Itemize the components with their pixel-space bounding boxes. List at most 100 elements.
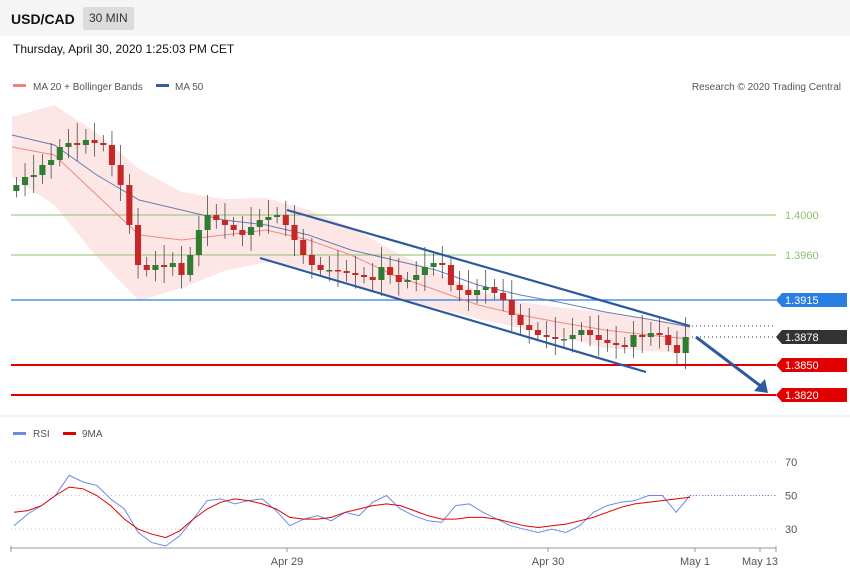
- candle-body: [569, 335, 576, 339]
- candle-body: [100, 143, 107, 145]
- candle-body: [282, 215, 289, 225]
- price-level-label: 1.3878: [785, 332, 819, 344]
- candle-body: [291, 225, 298, 240]
- candle-body: [134, 225, 142, 265]
- candle-body: [213, 215, 220, 220]
- candle-body: [230, 225, 237, 230]
- time-tick-label: Apr 29: [271, 556, 303, 568]
- candle-body: [126, 185, 133, 225]
- candle-body: [334, 270, 342, 272]
- candle-body: [517, 315, 524, 325]
- candle-body: [360, 275, 368, 277]
- candle-body: [221, 220, 229, 225]
- candle-body: [48, 160, 55, 165]
- candle-body: [369, 277, 376, 280]
- candle-body: [178, 263, 185, 275]
- channel-lower-line: [259, 256, 647, 374]
- ma20-line: [11, 146, 691, 340]
- candle-body: [187, 255, 194, 275]
- candle-body: [195, 230, 202, 255]
- price-layer: 1.4000 1.3960 1.3915 1.3878 1.3850 1.3820: [11, 105, 847, 402]
- candle-body: [430, 263, 437, 267]
- candle-body: [439, 263, 446, 265]
- candle-body: [552, 337, 559, 339]
- ma20-legend-label: MA 20 + Bollinger Bands: [33, 82, 143, 93]
- price-level-label: 1.3850: [785, 360, 819, 372]
- rsi-tick-label: 50: [785, 491, 797, 503]
- candle-body: [74, 143, 81, 145]
- candle-body: [13, 185, 20, 191]
- candle-body: [265, 217, 272, 220]
- ma50-line: [11, 134, 691, 328]
- candle-body: [343, 271, 350, 273]
- candle-body: [491, 287, 498, 293]
- price-level-tag: [776, 330, 847, 344]
- candle-body: [534, 330, 541, 335]
- candle-body: [413, 275, 420, 280]
- timestamp: Thursday, April 30, 2020 1:25:03 PM CET: [13, 42, 235, 56]
- candle-body: [673, 345, 681, 353]
- time-tick-label: May 13: [742, 556, 778, 568]
- candle-body: [630, 335, 637, 347]
- candle-body: [586, 330, 594, 335]
- candle-body: [308, 255, 315, 265]
- price-level-tag: [776, 358, 847, 372]
- rsi-legend-label: RSI: [33, 429, 50, 440]
- candle-body: [656, 333, 663, 335]
- timeframe-badge[interactable]: 30 MIN: [83, 7, 134, 30]
- rsi-legend-swatch: [13, 432, 26, 435]
- candle-body: [30, 175, 37, 177]
- candle-body: [595, 335, 602, 340]
- candle-body: [508, 300, 515, 315]
- candle-body: [387, 267, 394, 275]
- candle-body: [39, 165, 46, 175]
- channel-upper-line: [286, 208, 691, 328]
- candle-body: [404, 280, 411, 282]
- candle-body: [117, 165, 124, 185]
- price-level-tag: [776, 388, 847, 402]
- candle-body: [465, 290, 472, 295]
- target-arrow-shaft: [695, 335, 763, 389]
- candle-body: [152, 265, 159, 270]
- candle-body: [395, 275, 402, 282]
- candle-body: [274, 215, 281, 217]
- instrument-title: USD/CAD: [11, 11, 75, 27]
- candle-body: [65, 143, 72, 147]
- candle-body: [161, 265, 168, 267]
- time-tick-label: Apr 30: [532, 556, 564, 568]
- candle-body: [621, 345, 628, 347]
- candle-body: [560, 339, 568, 341]
- candle-body: [473, 290, 481, 295]
- rsi-tick-label: 30: [785, 524, 797, 536]
- ma50-legend-label: MA 50: [175, 82, 204, 93]
- candle-body: [604, 340, 611, 343]
- rsi-ma-legend-label: 9MA: [82, 429, 103, 440]
- ma20-legend-swatch: [13, 84, 26, 87]
- candle-body: [56, 147, 63, 160]
- rsi-ma-legend-swatch: [63, 432, 76, 435]
- candle-body: [639, 335, 646, 337]
- price-level-label: 1.3960: [785, 250, 819, 262]
- rsi-ma-line: [13, 486, 691, 539]
- candle-body: [543, 335, 550, 337]
- candle-body: [300, 240, 307, 255]
- candle-body: [352, 273, 359, 275]
- candle-body: [647, 333, 654, 337]
- candle-body: [500, 293, 507, 300]
- candle-body: [447, 265, 455, 285]
- candle-body: [204, 215, 211, 230]
- candle-body: [613, 343, 620, 345]
- candle-body: [326, 270, 333, 272]
- ma50-legend-swatch: [156, 84, 169, 87]
- price-level-tag: [776, 293, 847, 307]
- candle-body: [21, 177, 29, 185]
- time-axis-labels: Apr 29 Apr 30 May 1 May 13: [10, 546, 778, 568]
- candle-body: [247, 227, 255, 235]
- title-bar: USD/CAD 30 MIN: [0, 0, 850, 36]
- candle-body: [665, 335, 672, 345]
- candle-body: [82, 140, 89, 145]
- candle-body: [91, 140, 98, 143]
- price-level-label: 1.3820: [785, 390, 819, 402]
- rsi-tick-label: 70: [785, 457, 797, 469]
